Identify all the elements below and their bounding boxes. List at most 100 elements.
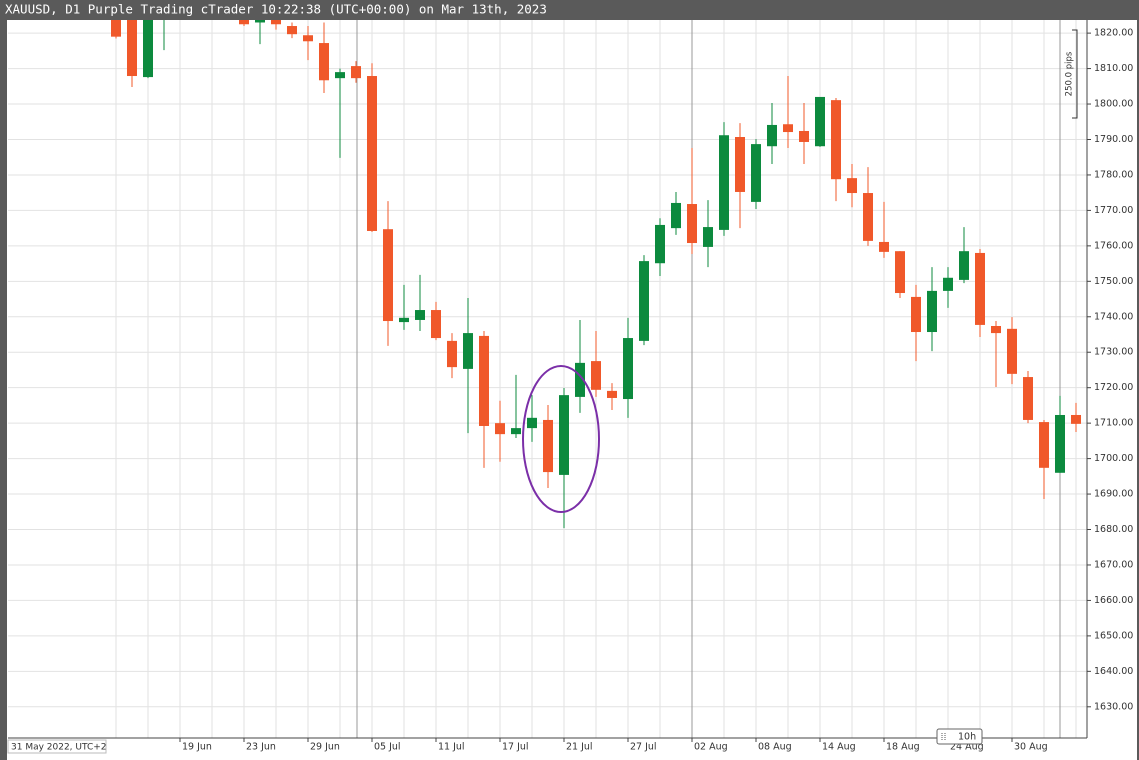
measure-label: 250.0 pips [1065, 51, 1075, 96]
chart-background [7, 20, 1137, 760]
candle-body [527, 417, 537, 429]
y-tick-label: 1770.00 [1094, 205, 1133, 216]
x-tick-label: 29 Jun [310, 742, 340, 753]
highlight-ellipse [522, 365, 600, 513]
candle-body [303, 35, 313, 42]
x-tick-label: 17 Jul [502, 742, 529, 753]
candle-body [815, 96, 825, 147]
y-tick-label: 1820.00 [1094, 28, 1133, 39]
candle-body [607, 390, 617, 398]
y-tick-label: 1790.00 [1094, 134, 1133, 145]
y-tick-label: 1710.00 [1094, 418, 1133, 429]
chart-title: XAUUSD, D1 Purple Trading cTrader 10:22:… [5, 2, 547, 17]
candle-body [831, 100, 841, 180]
y-tick-label: 1670.00 [1094, 559, 1133, 570]
candle-body [431, 310, 441, 339]
countdown-grip [941, 733, 946, 741]
candle-body [879, 241, 889, 252]
candle-body [559, 395, 569, 475]
candle-body [751, 144, 761, 202]
x-tick-label: 30 Aug [1014, 742, 1048, 753]
grid [8, 20, 1087, 738]
candle-body [991, 325, 1001, 334]
candle-body [479, 335, 489, 426]
x-tick-label: 11 Jul [438, 742, 465, 753]
candle-body [255, 20, 265, 23]
measure-bracket [1072, 29, 1078, 119]
candle-body [911, 296, 921, 333]
cursor-label-box [7, 739, 107, 754]
candle-body [127, 20, 137, 77]
candle-body [1007, 328, 1017, 374]
countdown-label: 10h [958, 732, 976, 743]
y-tick-label: 1640.00 [1094, 666, 1133, 677]
x-tick-label: 21 Jul [566, 742, 593, 753]
candle-body [847, 178, 857, 194]
candle-body [703, 227, 713, 247]
candle-body [927, 290, 937, 333]
candle-body [111, 20, 121, 37]
x-tick-label: 27 Jul [630, 742, 657, 753]
candle-body [383, 229, 393, 322]
candle-body [639, 261, 649, 341]
y-tick-label: 1650.00 [1094, 630, 1133, 641]
candle-body [1071, 414, 1081, 424]
candle-body [415, 310, 425, 320]
candle-body [1039, 422, 1049, 468]
cursor-label: 31 May 2022, UTC+2 [11, 743, 107, 753]
countdown-box [936, 728, 983, 745]
candle-body [511, 428, 521, 435]
candle-body [719, 135, 729, 230]
candle-body [783, 124, 793, 133]
plot-area [111, 20, 1081, 738]
candle-body [463, 333, 473, 369]
y-tick-label: 1680.00 [1094, 524, 1133, 535]
x-tick-label: 14 Aug [822, 742, 856, 753]
candle-body [399, 317, 409, 323]
y-tick-label: 1800.00 [1094, 99, 1133, 110]
y-tick-label: 1700.00 [1094, 453, 1133, 464]
candle-body [351, 66, 361, 79]
y-tick-label: 1630.00 [1094, 701, 1133, 712]
candle-body [1055, 414, 1065, 473]
x-tick-label: 08 Aug [758, 742, 792, 753]
candle-body [863, 193, 873, 241]
x-tick-label: 18 Aug [886, 742, 920, 753]
candle-body [143, 20, 153, 78]
y-tick-label: 1660.00 [1094, 595, 1133, 606]
candle-body [543, 419, 553, 473]
candle-body [335, 72, 345, 79]
candle-body [271, 20, 281, 25]
candle-body [447, 340, 457, 368]
candle-body [591, 361, 601, 390]
candle-body [895, 251, 905, 294]
candles [111, 20, 1081, 529]
candle-body [575, 362, 585, 397]
x-tick-label: 02 Aug [694, 742, 728, 753]
candle-body [287, 26, 297, 35]
candle-body [959, 251, 969, 280]
y-tick-label: 1690.00 [1094, 489, 1133, 500]
candle-body [239, 20, 249, 25]
candle-body [671, 202, 681, 229]
candle-body [623, 338, 633, 400]
candle-body [495, 423, 505, 435]
y-tick-label: 1760.00 [1094, 240, 1133, 251]
x-tick-label: 24 Aug [950, 742, 984, 753]
candle-body [687, 204, 697, 244]
x-tick-label: 19 Jun [182, 742, 212, 753]
candle-body [735, 137, 745, 192]
candle-body [1023, 377, 1033, 420]
x-tick-label: 23 Jun [246, 742, 276, 753]
candle-body [367, 76, 377, 231]
x-tick-label: 05 Jul [374, 742, 401, 753]
y-tick-label: 1780.00 [1094, 169, 1133, 180]
candle-body [975, 252, 985, 325]
candle-body [655, 224, 665, 264]
candle-body [767, 124, 777, 147]
y-tick-label: 1740.00 [1094, 311, 1133, 322]
y-tick-label: 1810.00 [1094, 63, 1133, 74]
candle-body [943, 277, 953, 291]
y-tick-label: 1720.00 [1094, 382, 1133, 393]
